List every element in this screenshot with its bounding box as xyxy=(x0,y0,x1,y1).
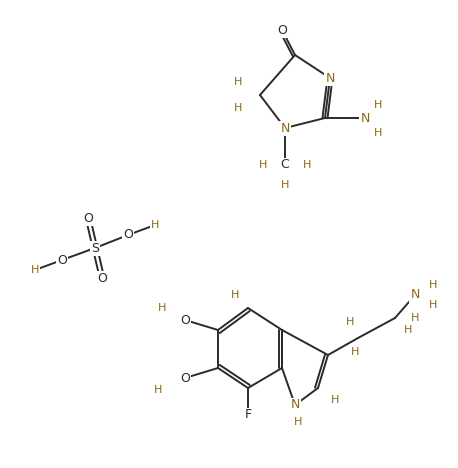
Text: O: O xyxy=(277,23,287,37)
Text: H: H xyxy=(151,220,159,230)
Text: O: O xyxy=(97,271,107,285)
Text: O: O xyxy=(83,212,93,225)
Text: O: O xyxy=(57,254,67,266)
Text: N: N xyxy=(410,288,420,301)
Text: H: H xyxy=(351,347,359,357)
Text: H: H xyxy=(158,303,166,313)
Text: F: F xyxy=(245,409,251,422)
Text: O: O xyxy=(123,228,133,241)
Text: H: H xyxy=(404,325,412,335)
Text: N: N xyxy=(325,72,335,85)
Text: H: H xyxy=(31,265,39,275)
Text: H: H xyxy=(154,385,162,395)
Text: O: O xyxy=(180,314,190,327)
Text: H: H xyxy=(234,103,242,113)
Text: H: H xyxy=(411,313,419,323)
Text: N: N xyxy=(360,111,370,124)
Text: H: H xyxy=(374,100,382,110)
Text: H: H xyxy=(303,160,311,170)
Text: N: N xyxy=(290,398,300,411)
Text: H: H xyxy=(429,280,437,290)
Text: H: H xyxy=(259,160,267,170)
Text: N: N xyxy=(280,122,290,134)
Text: H: H xyxy=(281,180,289,190)
Text: C: C xyxy=(281,159,289,171)
Text: S: S xyxy=(91,241,99,255)
Text: H: H xyxy=(234,77,242,87)
Text: O: O xyxy=(180,372,190,385)
Text: H: H xyxy=(346,317,354,327)
Text: H: H xyxy=(294,417,302,427)
Text: H: H xyxy=(374,128,382,138)
Text: H: H xyxy=(429,300,437,310)
Text: H: H xyxy=(231,290,239,300)
Text: H: H xyxy=(331,395,339,405)
